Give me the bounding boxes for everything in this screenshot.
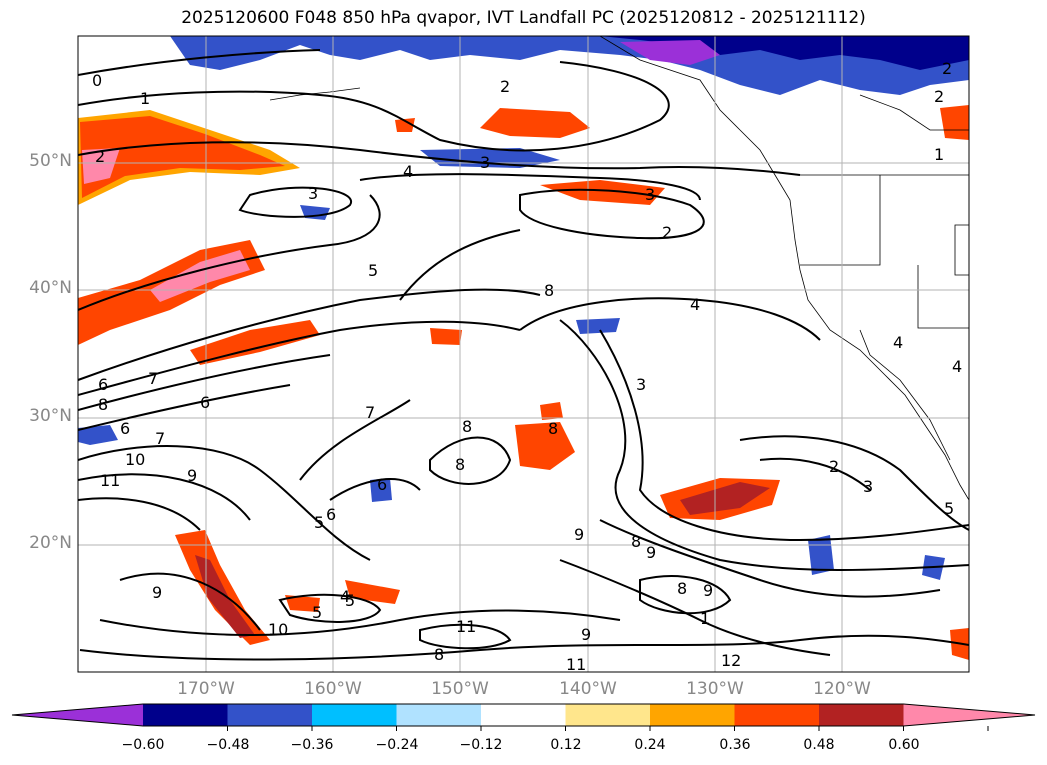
- contour-label: 8: [677, 579, 687, 598]
- colorbar-segment: [396, 704, 482, 726]
- gridlines: [78, 36, 969, 672]
- contour-label: 7: [148, 369, 158, 388]
- lon-label: 150°W: [431, 679, 489, 699]
- contour-label: 11: [566, 655, 586, 674]
- colorbar-tick-label: 0.48: [803, 737, 835, 753]
- contour-label: 4: [952, 357, 962, 376]
- contour-label: 2: [829, 457, 839, 476]
- contour-label: 9: [187, 466, 197, 485]
- contour-label: 4: [893, 333, 903, 352]
- contour-label: 6: [377, 475, 387, 494]
- contour-label: 1: [140, 89, 150, 108]
- colorbar-tick-label: 0.36: [719, 737, 751, 753]
- colorbar-segment: [819, 704, 904, 726]
- contour-label: 1: [934, 145, 944, 164]
- contour-label: 2: [942, 59, 952, 78]
- contour-label: 6: [120, 419, 130, 438]
- contour-label: 4: [690, 295, 700, 314]
- contour-label: 8: [631, 532, 641, 551]
- contour-label: 10: [268, 620, 288, 639]
- contour-label: 9: [646, 543, 656, 562]
- contour-label: 4: [340, 587, 350, 606]
- contour-label: 2: [95, 147, 105, 166]
- contour-label: 9: [574, 525, 584, 544]
- colorbar-ticks: [227, 726, 989, 731]
- colorbar-segment: [734, 704, 820, 726]
- colorbar-tick-label: −0.36: [290, 737, 334, 753]
- contour-label: 3: [308, 184, 318, 203]
- colorbar-tick-label: −0.24: [375, 737, 419, 753]
- lat-label: 40°N: [29, 278, 72, 298]
- contour-label: 8: [98, 395, 108, 414]
- contour-label: 4: [403, 162, 413, 181]
- colorbar-tick-label: 0.60: [888, 737, 920, 753]
- contour-label: 5: [312, 603, 322, 622]
- lat-label: 30°N: [29, 406, 72, 426]
- colorbar-segment: [481, 704, 566, 726]
- contour-label: 2: [500, 77, 510, 96]
- colorbar-tick-label: −0.48: [206, 737, 250, 753]
- colorbar-tick-label: −0.12: [459, 737, 503, 753]
- contour-lines: [78, 49, 969, 661]
- contour-label: 9: [581, 625, 591, 644]
- contour-label: 2: [934, 87, 944, 106]
- colorbar-segment: [650, 704, 735, 726]
- colorbar-min-extension: [12, 704, 143, 726]
- contour-label: 11: [100, 471, 120, 490]
- colorbar-segment: [227, 704, 313, 726]
- contour-label: 3: [863, 477, 873, 496]
- colorbar-segment: [312, 704, 397, 726]
- contour-label: 8: [455, 455, 465, 474]
- colorbar-tick-label: 0.24: [634, 737, 666, 753]
- colorbar-outline: [11, 703, 1036, 727]
- contour-label: 9: [152, 583, 162, 602]
- colorbar-max-extension: [903, 704, 1035, 726]
- lon-label: 160°W: [304, 679, 362, 699]
- contour-label: 5: [345, 591, 355, 610]
- contour-label: 10: [125, 450, 145, 469]
- lon-label: 120°W: [813, 679, 871, 699]
- contour-label: 12: [721, 651, 741, 670]
- colorbar-tick-label: −0.60: [121, 737, 165, 753]
- colorbar-segment: [143, 704, 228, 726]
- contour-label: 7: [155, 429, 165, 448]
- colorbar-tick-label: 0.12: [550, 737, 582, 753]
- contour-label: 2: [662, 223, 672, 242]
- contour-label: 3: [645, 185, 655, 204]
- contour-label: 6: [98, 375, 108, 394]
- contour-label: 8: [462, 417, 472, 436]
- contour-label: 0: [92, 71, 102, 90]
- map-frame: [77, 35, 970, 673]
- contour-label: 5: [314, 513, 324, 532]
- contour-label: 11: [456, 617, 476, 636]
- lon-label: 140°W: [559, 679, 617, 699]
- lat-label: 50°N: [29, 151, 72, 171]
- contour-label: 7: [365, 403, 375, 422]
- contour-label: 8: [434, 645, 444, 664]
- contour-label: 3: [480, 153, 490, 172]
- contour-label: 9: [703, 581, 713, 600]
- contour-label: 1: [700, 609, 710, 628]
- coastlines: [269, 36, 969, 501]
- contour-label: 8: [548, 419, 558, 438]
- contour-label: 8: [544, 281, 554, 300]
- contour-label: 5: [368, 261, 378, 280]
- colorbar-segment: [565, 704, 651, 726]
- contour-label: 5: [944, 499, 954, 518]
- contour-label: 6: [200, 393, 210, 412]
- lon-label: 130°W: [686, 679, 744, 699]
- contour-label: 6: [326, 505, 336, 524]
- lon-label: 170°W: [177, 679, 235, 699]
- colorbar: [11, 703, 1036, 727]
- lat-label: 20°N: [29, 533, 72, 553]
- map-title: 2025120600 F048 850 hPa qvapor, IVT Land…: [181, 8, 866, 28]
- contour-label: 3: [636, 375, 646, 394]
